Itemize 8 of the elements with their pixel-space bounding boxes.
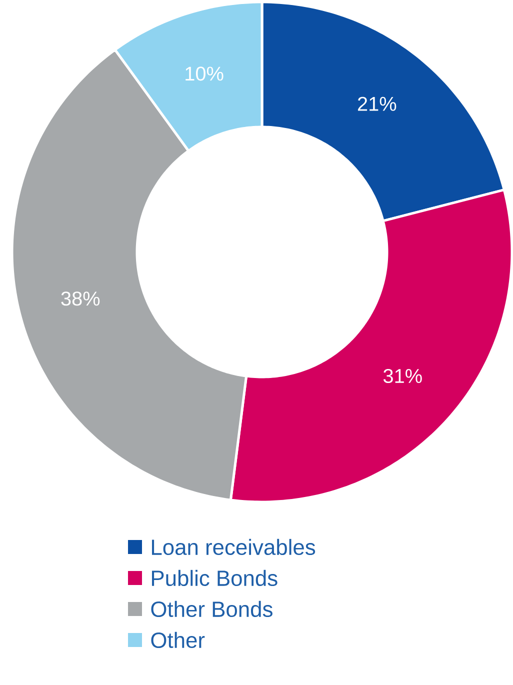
data-label: 38% — [61, 292, 100, 306]
legend-label: Loan receivables — [152, 538, 315, 556]
legend-label: Other — [151, 632, 205, 648]
data-label: 10% — [186, 66, 224, 81]
legend-label: Public Bonds — [152, 570, 278, 586]
data-label: 21% — [358, 96, 396, 111]
legend-label: Other Bonds — [151, 600, 272, 618]
data-label: 31% — [383, 368, 422, 384]
